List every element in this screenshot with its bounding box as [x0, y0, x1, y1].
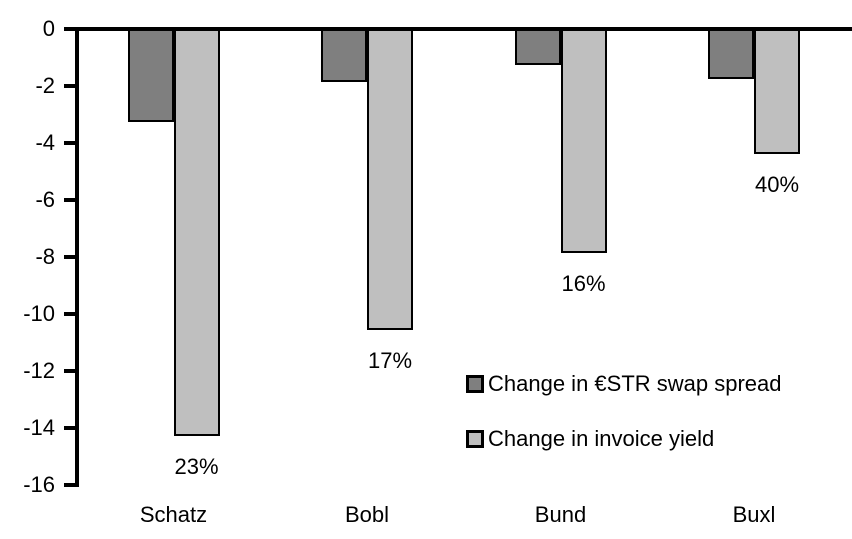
- bar-change-in-str-swap-spread-bund: [514, 29, 561, 66]
- invoice-yield-swatch-icon: [466, 430, 484, 448]
- category-label-buxl: Buxl: [732, 502, 776, 527]
- swap-spread-swatch-icon: [466, 375, 484, 393]
- bar-change-in-invoice-yield-schatz: [173, 29, 220, 436]
- zero-baseline: [75, 27, 852, 31]
- y-tick-mark: [64, 483, 79, 487]
- category-label-bobl: Bobl: [344, 502, 390, 527]
- y-tick-label: 0: [42, 16, 55, 41]
- legend-item-swap-spread: Change in €STR swap spread: [466, 372, 782, 396]
- y-tick-label: -10: [23, 301, 55, 326]
- bar-change-in-str-swap-spread-schatz: [127, 29, 174, 123]
- y-tick-mark: [64, 369, 79, 373]
- bar-change-in-invoice-yield-buxl: [754, 29, 800, 154]
- legend-label-invoice-yield: Change in invoice yield: [488, 426, 715, 451]
- y-tick-label: -16: [23, 472, 55, 497]
- legend-item-invoice-yield: Change in invoice yield: [466, 427, 714, 451]
- bar-change-in-invoice-yield-bund: [560, 29, 607, 254]
- y-tick-mark: [64, 426, 79, 430]
- y-tick-mark: [64, 27, 79, 31]
- bar-change-in-invoice-yield-bobl: [367, 29, 413, 331]
- y-tick-label: -6: [35, 187, 55, 212]
- y-tick-label: -2: [35, 73, 55, 98]
- data-label-bobl: 17%: [367, 348, 413, 374]
- data-label-schatz: 23%: [174, 453, 219, 479]
- data-label-buxl: 40%: [754, 171, 800, 197]
- y-tick-label: -14: [23, 415, 55, 440]
- category-label-schatz: Schatz: [139, 502, 208, 527]
- legend-label-swap-spread: Change in €STR swap spread: [488, 371, 782, 396]
- bar-change-in-str-swap-spread-buxl: [708, 29, 754, 80]
- y-tick-label: -12: [23, 358, 55, 383]
- category-label-bund: Bund: [534, 502, 587, 527]
- y-tick-mark: [64, 255, 79, 259]
- y-tick-mark: [64, 198, 79, 202]
- y-tick-mark: [64, 84, 79, 88]
- y-tick-mark: [64, 312, 79, 316]
- data-label-bund: 16%: [561, 271, 606, 297]
- y-tick-mark: [64, 141, 79, 145]
- y-tick-label: -4: [35, 130, 55, 155]
- bar-change-in-str-swap-spread-bobl: [321, 29, 367, 83]
- y-tick-label: -8: [35, 244, 55, 269]
- y-axis-line: [75, 27, 79, 487]
